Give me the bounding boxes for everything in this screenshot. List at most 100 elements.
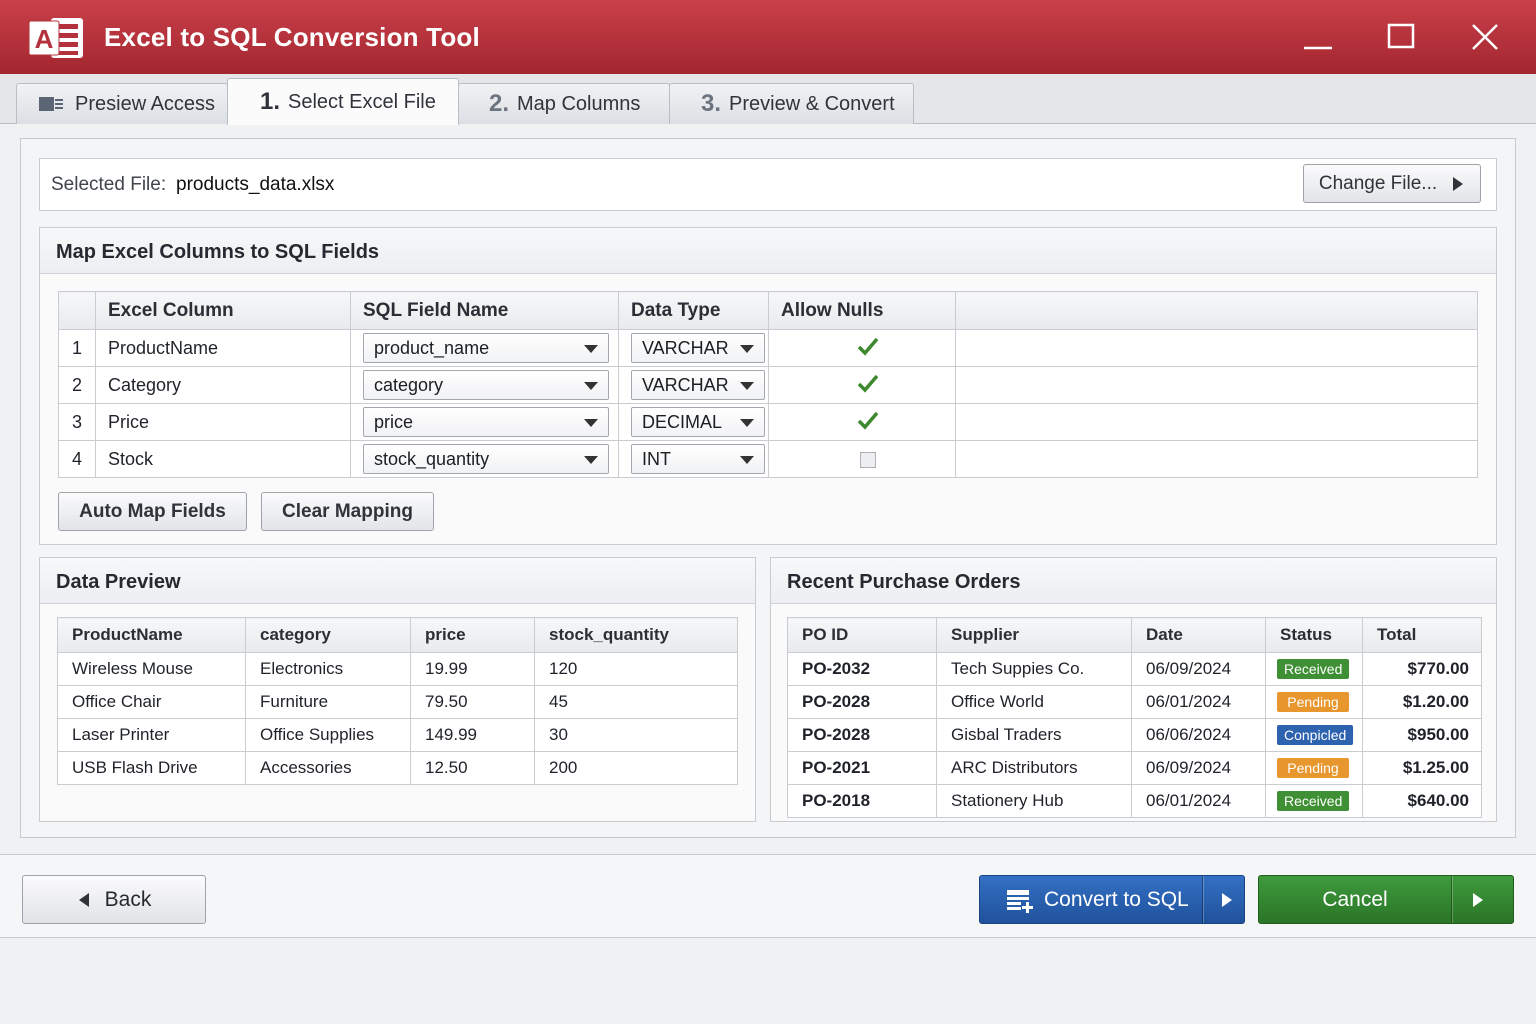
tab-preview-convert[interactable]: 3. Preview & Convert xyxy=(669,83,914,124)
window-title: Excel to SQL Conversion Tool xyxy=(104,22,480,52)
table-row: 3 Price price DECIMAL xyxy=(58,403,1478,441)
po-id-cell: PO-2032 xyxy=(787,652,937,686)
check-icon[interactable] xyxy=(857,410,879,430)
select-value: stock_quantity xyxy=(374,449,490,469)
column-header: Total xyxy=(1362,617,1482,653)
tab-preview-access[interactable]: Presiew Access xyxy=(16,83,228,124)
status-cell: Pending xyxy=(1265,685,1363,719)
mapping-table: Excel Column SQL Field Name Data Type Al… xyxy=(58,291,1478,478)
tab-label: Select Excel File xyxy=(288,90,436,113)
sql-field-cell: price xyxy=(350,403,619,441)
status-cell: Conpicled xyxy=(1265,718,1363,752)
column-header: Excel Column xyxy=(95,291,351,330)
chevron-down-icon xyxy=(584,382,598,390)
filler-cell xyxy=(955,366,1478,404)
data-type-select[interactable]: VARCHAR xyxy=(631,370,765,400)
date-cell: 06/01/2024 xyxy=(1131,784,1266,818)
data-type-select[interactable]: VARCHAR xyxy=(631,333,765,363)
maximize-button[interactable] xyxy=(1371,14,1431,60)
convert-to-sql-button[interactable]: Convert to SQL xyxy=(979,875,1245,924)
sql-field-select[interactable]: category xyxy=(363,370,609,400)
po-id-cell: PO-2021 xyxy=(787,751,937,785)
play-arrow-icon xyxy=(1453,176,1464,191)
table-row: Laser Printer Office Supplies 149.99 30 xyxy=(57,718,738,752)
row-number: 2 xyxy=(58,366,96,404)
data-type-select[interactable]: DECIMAL xyxy=(631,407,765,437)
access-icon: A xyxy=(27,15,85,61)
close-button[interactable] xyxy=(1455,14,1515,60)
column-header: Allow Nulls xyxy=(768,291,956,330)
cell: Office Chair xyxy=(57,685,246,719)
table-row: 1 ProductName product_name VARCHAR xyxy=(58,329,1478,367)
back-button[interactable]: Back xyxy=(22,875,206,924)
table-row: 2 Category category VARCHAR xyxy=(58,366,1478,404)
filler-cell xyxy=(955,403,1478,441)
date-cell: 06/01/2024 xyxy=(1131,685,1266,719)
table-row: Office Chair Furniture 79.50 45 xyxy=(57,685,738,719)
data-type-cell: INT xyxy=(618,440,769,478)
change-file-button[interactable]: Change File... xyxy=(1303,164,1481,203)
cell: Wireless Mouse xyxy=(57,652,246,686)
allow-nulls-checkbox[interactable] xyxy=(860,451,876,468)
tab-label: Preview & Convert xyxy=(729,92,895,115)
excel-column-cell: Price xyxy=(95,403,351,441)
cancel-button[interactable]: Cancel xyxy=(1258,875,1514,924)
excel-column-cell: Stock xyxy=(95,440,351,478)
column-header: category xyxy=(245,617,411,653)
close-icon xyxy=(1472,24,1498,50)
row-number: 4 xyxy=(58,440,96,478)
mapping-title: Map Excel Columns to SQL Fields xyxy=(40,228,1496,274)
check-icon[interactable] xyxy=(857,373,879,393)
select-value: VARCHAR xyxy=(642,375,729,395)
table-row: PO-2028 Gisbal Traders 06/06/2024 Conpic… xyxy=(787,718,1482,752)
select-value: VARCHAR xyxy=(642,338,729,358)
column-header: stock_quantity xyxy=(534,617,738,653)
supplier-cell: Gisbal Traders xyxy=(936,718,1132,752)
tab-map-columns[interactable]: 2. Map Columns xyxy=(458,83,670,124)
status-cell: Received xyxy=(1265,652,1363,686)
status-cell: Received xyxy=(1265,784,1363,818)
table-row: PO-2018 Stationery Hub 06/01/2024 Receiv… xyxy=(787,784,1482,818)
tab-number: 1. xyxy=(260,88,281,115)
back-label: Back xyxy=(104,887,152,911)
table-row: USB Flash Drive Accessories 12.50 200 xyxy=(57,751,738,785)
sql-field-select[interactable]: product_name xyxy=(363,333,609,363)
date-cell: 06/06/2024 xyxy=(1131,718,1266,752)
clear-mapping-button[interactable]: Clear Mapping xyxy=(261,492,434,531)
play-arrow-icon[interactable] xyxy=(1471,892,1485,908)
filler-cell xyxy=(955,440,1478,478)
chevron-down-icon xyxy=(584,456,598,464)
cell: 200 xyxy=(534,751,738,785)
minimize-button[interactable] xyxy=(1288,14,1348,60)
play-arrow-icon[interactable] xyxy=(1220,892,1234,908)
cell: 12.50 xyxy=(410,751,535,785)
chevron-down-icon xyxy=(740,419,754,427)
check-icon[interactable] xyxy=(857,336,879,356)
sql-field-select[interactable]: stock_quantity xyxy=(363,444,609,474)
tab-select-excel-file[interactable]: 1. Select Excel File xyxy=(227,78,459,125)
data-preview-title: Data Preview xyxy=(40,558,755,604)
mapping-panel: Map Excel Columns to SQL Fields Excel Co… xyxy=(39,227,1497,545)
status-badge: Received xyxy=(1277,659,1350,679)
total-cell: $1.25.00 xyxy=(1362,751,1482,785)
row-number: 3 xyxy=(58,403,96,441)
column-header: ProductName xyxy=(57,617,246,653)
total-cell: $770.00 xyxy=(1362,652,1482,686)
maximize-icon xyxy=(1387,23,1415,49)
select-value: DECIMAL xyxy=(642,412,723,432)
excel-column-cell: ProductName xyxy=(95,329,351,367)
po-id-cell: PO-2028 xyxy=(787,685,937,719)
column-header: Date xyxy=(1131,617,1266,653)
auto-map-button[interactable]: Auto Map Fields xyxy=(58,492,247,531)
table-row: 4 Stock stock_quantity INT xyxy=(58,440,1478,478)
data-preview-table: ProductName category price stock_quantit… xyxy=(57,617,738,785)
purchase-orders-title: Recent Purchase Orders xyxy=(771,558,1496,604)
supplier-cell: Stationery Hub xyxy=(936,784,1132,818)
allow-nulls-cell xyxy=(768,403,956,441)
data-type-select[interactable]: INT xyxy=(631,444,765,474)
supplier-cell: Tech Suppies Co. xyxy=(936,652,1132,686)
supplier-cell: Office World xyxy=(936,685,1132,719)
change-file-label: Change File... xyxy=(1318,172,1438,194)
sql-field-select[interactable]: price xyxy=(363,407,609,437)
column-header: Data Type xyxy=(618,291,769,330)
